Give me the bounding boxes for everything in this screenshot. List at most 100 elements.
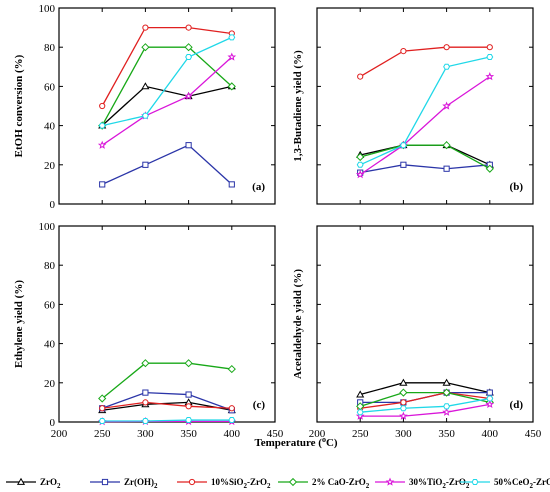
- data-point: [356, 409, 364, 416]
- series-4: [355, 399, 495, 420]
- x-tick-label: 200: [51, 428, 68, 440]
- data-point: [98, 418, 106, 425]
- series-5: [98, 34, 236, 129]
- series-line: [102, 36, 233, 127]
- legend-item: Zr(OH)2: [90, 477, 158, 490]
- y-tick-label: 60: [44, 81, 56, 93]
- data-point: [485, 399, 495, 409]
- plot-frame: [58, 225, 276, 423]
- data-point: [227, 364, 236, 374]
- data-point: [356, 161, 364, 168]
- y-axis-label: Ethylene yield (%): [13, 280, 25, 368]
- legend-item: ZrO2: [6, 477, 61, 490]
- legend-item: 2% CaO-ZrO2: [278, 477, 370, 490]
- data-point: [97, 140, 107, 149]
- x-tick-label: 200: [309, 428, 326, 440]
- series-line: [360, 397, 490, 413]
- plot-frame: [58, 7, 276, 205]
- data-point: [185, 24, 192, 31]
- panel-label: (c): [253, 399, 266, 411]
- x-tick-label: 250: [94, 428, 111, 440]
- legend-label: 30%TiO2-ZrO2: [409, 477, 470, 490]
- data-point: [141, 112, 149, 119]
- series-5: [98, 417, 236, 425]
- data-point: [399, 405, 407, 412]
- series-0: [356, 378, 494, 398]
- data-point: [356, 390, 365, 398]
- data-point: [486, 389, 493, 396]
- y-tick-label: 100: [39, 221, 56, 233]
- data-point: [442, 101, 451, 110]
- y-axis-label: 1,3-Butadiene yield (%): [292, 50, 304, 162]
- legend-item: 30%TiO2-ZrO2: [375, 477, 470, 490]
- panel-label: (a): [252, 181, 265, 193]
- series-2: [99, 24, 235, 110]
- series-1: [99, 389, 235, 414]
- data-point: [443, 165, 450, 172]
- legend-label: ZrO2: [40, 477, 61, 490]
- data-point: [184, 43, 193, 52]
- data-point: [184, 91, 193, 100]
- legend-marker: [101, 478, 109, 486]
- y-tick-label: 100: [39, 3, 56, 15]
- data-point: [141, 359, 150, 368]
- y-axis-label: Acetaldehyde yield (%): [292, 269, 304, 379]
- series-2: [99, 399, 235, 412]
- x-tick-label: 350: [180, 428, 197, 440]
- series-line: [359, 46, 490, 78]
- series-line: [101, 362, 232, 399]
- y-tick-label: 20: [44, 160, 56, 172]
- data-point: [142, 161, 149, 168]
- x-tick-label: 300: [395, 428, 412, 440]
- series-line: [102, 401, 232, 411]
- data-point: [485, 72, 495, 81]
- chart-panel-b: 1,3-Butadiene yield (%) (b): [292, 7, 534, 205]
- data-point: [357, 73, 364, 80]
- data-point: [443, 63, 451, 70]
- series-1: [357, 161, 493, 176]
- plot-frame: [316, 225, 534, 423]
- data-point: [228, 405, 235, 412]
- legend-marker: [385, 477, 395, 486]
- x-tick-label: 450: [525, 428, 542, 440]
- data-point: [400, 48, 407, 55]
- chart-panel-c: 0 20 40 60 80 100 200 250 300 350 400 450 Ethylene y…: [13, 221, 284, 440]
- x-tick-label: 250: [352, 428, 369, 440]
- chart-panel-a: 0 20 40 60 80 100 EtOH conversion (%) (a): [13, 3, 276, 211]
- data-point: [399, 378, 408, 386]
- series-5: [356, 395, 494, 416]
- data-point: [356, 152, 365, 162]
- y-tick-label: 20: [44, 378, 56, 390]
- chart-panel-d: 200 250 300 350 400 450 Acetaldehyde yield (%)…: [292, 225, 542, 440]
- series-line: [101, 26, 232, 107]
- legend-marker: [471, 478, 479, 486]
- data-point: [99, 405, 106, 412]
- data-point: [228, 181, 235, 188]
- data-point: [355, 170, 365, 179]
- data-point: [142, 399, 149, 406]
- data-point: [185, 142, 192, 149]
- series-line: [360, 382, 490, 396]
- data-point: [486, 395, 494, 402]
- data-point: [184, 359, 193, 368]
- series-line: [359, 56, 490, 166]
- y-tick-label: 0: [50, 199, 56, 211]
- data-point: [399, 411, 408, 420]
- data-point: [99, 181, 106, 188]
- data-point: [185, 403, 192, 410]
- legend-marker: [288, 477, 298, 487]
- y-axis-label: EtOH conversion (%): [13, 54, 25, 157]
- y-tick-label: 80: [44, 260, 56, 272]
- y-tick-label: 80: [44, 42, 56, 54]
- data-point: [228, 34, 236, 41]
- data-point: [141, 82, 150, 90]
- data-point: [443, 403, 451, 410]
- series-line: [101, 391, 233, 411]
- legend: ZrO2 Zr(OH)2 10%SiO2-ZrO2 2% CaO-ZrO2 30%TiO…: [6, 477, 550, 490]
- x-tick-label: 450: [267, 428, 284, 440]
- series-1: [99, 142, 235, 188]
- data-point: [185, 391, 192, 398]
- series-line: [360, 164, 490, 174]
- data-point: [228, 417, 236, 424]
- data-point: [355, 411, 365, 420]
